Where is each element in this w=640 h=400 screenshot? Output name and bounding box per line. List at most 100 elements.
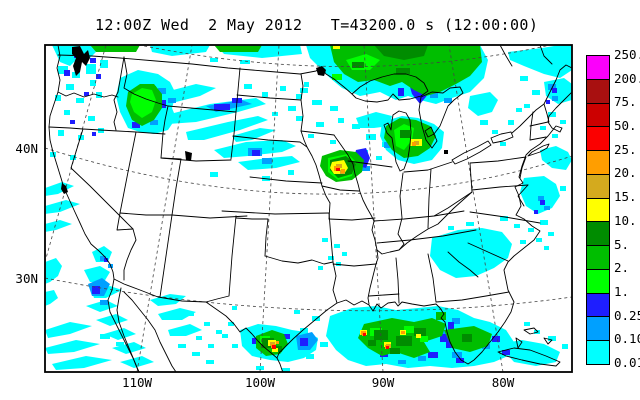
nv-az-border xyxy=(116,212,134,231)
precip-field xyxy=(45,45,572,372)
colorbar-label-1: 200. xyxy=(614,70,640,86)
gridline-80w xyxy=(448,45,504,372)
rio-grande xyxy=(205,301,278,359)
42n-borders xyxy=(48,126,166,135)
colorbar-box-8 xyxy=(587,245,609,269)
wa-id-border xyxy=(117,56,125,93)
plot-title: 12:00Z Wed 2 May 2012 T=43200.0 s (12:00… xyxy=(95,16,539,34)
ia-mo-border xyxy=(321,185,360,192)
gridline-30n xyxy=(45,277,572,312)
lake-superior xyxy=(351,73,429,103)
colorbar-box-6 xyxy=(587,197,609,222)
lake-ontario xyxy=(490,131,514,144)
texas-coast xyxy=(276,302,338,372)
colorbar-label-11: 0.25 xyxy=(614,307,640,323)
gridline-100w xyxy=(259,45,280,372)
colorbar-label-5: 20. xyxy=(614,165,637,181)
geography-lines xyxy=(48,45,572,372)
colorbar-box-9 xyxy=(587,268,609,293)
colorbar-box-12 xyxy=(587,340,609,364)
colorbar-label-8: 5. xyxy=(614,236,630,252)
oh-pa-border xyxy=(469,162,473,193)
ut-co-border xyxy=(171,158,182,216)
ks-ok-border xyxy=(221,210,330,215)
st-lawrence-border xyxy=(511,64,572,134)
va-nc-border xyxy=(469,211,541,224)
colorbar-label-13: 0.01 xyxy=(614,355,640,370)
lat-label-30n: 30N xyxy=(15,271,38,286)
gridline-40n xyxy=(45,147,572,195)
nc-sc-border xyxy=(467,242,509,262)
colorbar-box-11 xyxy=(587,316,609,341)
tn-south-border xyxy=(376,229,477,244)
ky-tn-border xyxy=(373,210,465,222)
il-in-border xyxy=(397,172,405,251)
lake-michigan xyxy=(383,110,412,172)
az-nm-border xyxy=(159,214,173,298)
sc-ga-border xyxy=(447,251,479,278)
colorbar-box-7 xyxy=(587,221,609,246)
colorbar-label-12: 0.10 xyxy=(614,331,640,347)
ut-wy-border xyxy=(160,132,182,160)
lake-huron xyxy=(418,86,464,149)
puget-sound xyxy=(72,46,90,76)
lake-of-the-woods xyxy=(316,66,326,76)
mo-ar-border xyxy=(328,217,376,221)
colorbar-box-2 xyxy=(587,102,609,127)
precip-cyan-layer xyxy=(45,45,572,372)
tx-la-border xyxy=(332,261,338,304)
bahamas xyxy=(515,327,553,349)
ga-al-border xyxy=(427,253,437,303)
la-ms-31n xyxy=(368,293,400,297)
potomac xyxy=(517,184,529,207)
ontario-rivers xyxy=(499,45,553,67)
colorbar-label-7: 10. xyxy=(614,212,637,228)
lon-label-80w: 80W xyxy=(491,375,515,390)
id-mt-border xyxy=(123,56,169,107)
colorbar-scale xyxy=(586,55,610,365)
colorbar-box-0 xyxy=(587,56,609,79)
ma-ct-border xyxy=(529,136,547,141)
ok-ar-border xyxy=(328,212,334,263)
florida-gulf-coast xyxy=(336,291,515,365)
ky-wv-va xyxy=(433,191,473,217)
wi-il-border xyxy=(347,160,393,168)
37n-borders xyxy=(119,212,248,219)
lat-label-40n: 40N xyxy=(15,141,38,156)
or-id-border xyxy=(113,91,119,131)
lon-label-90w: 90W xyxy=(371,375,395,390)
colorbar-box-5 xyxy=(587,173,609,198)
colorbar-label-9: 2. xyxy=(614,260,630,276)
mt-nd-border xyxy=(235,67,241,113)
red-river xyxy=(264,255,334,265)
wy-west-border xyxy=(162,105,169,134)
colorbar-box-1 xyxy=(587,78,609,103)
baja-gulf-coast xyxy=(116,287,140,372)
canada-border xyxy=(57,54,353,95)
pacific-coast xyxy=(48,45,115,280)
wa-or-border xyxy=(57,91,119,98)
sd-ne-border-missouri-river xyxy=(232,135,331,204)
in-oh-border xyxy=(427,168,432,229)
nm-tx-border xyxy=(205,215,237,303)
colorbar-label-0: 250. xyxy=(614,47,640,62)
lon-label-110w: 110W xyxy=(121,375,153,390)
wy-east-border xyxy=(230,111,237,160)
gridline-90w xyxy=(363,45,384,372)
nd-mn-border xyxy=(300,73,308,148)
mi-south-border xyxy=(403,161,453,173)
ok-panhandle xyxy=(235,215,269,257)
lake-st-clair xyxy=(444,150,448,154)
gridline-120w xyxy=(45,45,107,261)
atlantic-coast xyxy=(503,91,572,293)
lon-label-100w: 100W xyxy=(244,375,276,390)
nd-sd-border xyxy=(236,94,302,101)
pa-ny-border xyxy=(469,156,527,164)
colorbar-label-6: 15. xyxy=(614,189,637,205)
ma-north-border xyxy=(529,121,549,127)
great-salt-lake xyxy=(185,151,192,161)
ms-al-border xyxy=(395,257,400,304)
md-pa-border xyxy=(471,184,529,191)
